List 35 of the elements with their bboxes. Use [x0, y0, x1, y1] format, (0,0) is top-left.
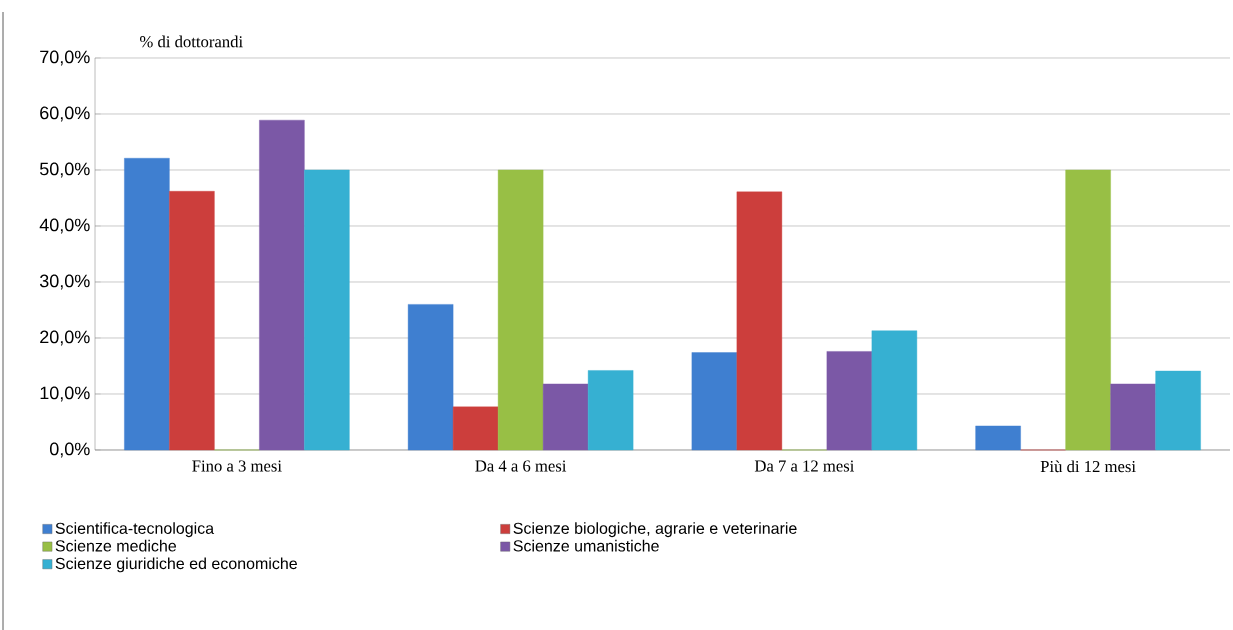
bar [871, 330, 918, 451]
bar [975, 425, 1021, 451]
legend-label: Scienze biologiche, agrarie e veterinarie [513, 522, 797, 538]
legend-label: Scientifica-tecnologica [55, 522, 215, 538]
bar [259, 119, 305, 451]
y-tick-label: 70,0% [40, 50, 90, 66]
y-tick-label: 20,0% [40, 330, 90, 346]
bar [542, 383, 589, 451]
bar [1155, 370, 1201, 451]
bar [1110, 383, 1156, 451]
x-tick-label: Più di 12 mesi [1040, 460, 1136, 473]
bar [691, 352, 738, 451]
y-tick-label: 40,0% [39, 218, 90, 234]
bar [736, 191, 783, 451]
legend-label: Scienze giuridiche ed economiche [55, 557, 297, 573]
legend-label: Scienze mediche [55, 539, 177, 552]
bar [407, 304, 454, 451]
bar [587, 370, 634, 451]
bar [826, 351, 873, 451]
bar [1065, 169, 1111, 451]
y-tick-label: 60,0% [40, 106, 90, 122]
y-tick-label: 10,0% [40, 386, 90, 402]
bar [452, 406, 499, 451]
bar [124, 158, 170, 451]
y-axis-title: % di dottorandi [140, 35, 243, 48]
bar [497, 169, 544, 451]
x-tick-label: Fino a 3 mesi [192, 460, 282, 472]
y-tick-label: 0,0% [49, 442, 90, 458]
legend-label: Scienze umanistiche [513, 539, 659, 552]
bar [304, 169, 350, 451]
bar [169, 191, 215, 451]
x-tick-label: Da 4 a 6 mesi [475, 460, 567, 472]
x-tick-label: Da 7 a 12 mesi [754, 460, 855, 472]
y-tick-label: 50,0% [39, 162, 90, 178]
y-tick-label: 30,0% [39, 274, 90, 290]
